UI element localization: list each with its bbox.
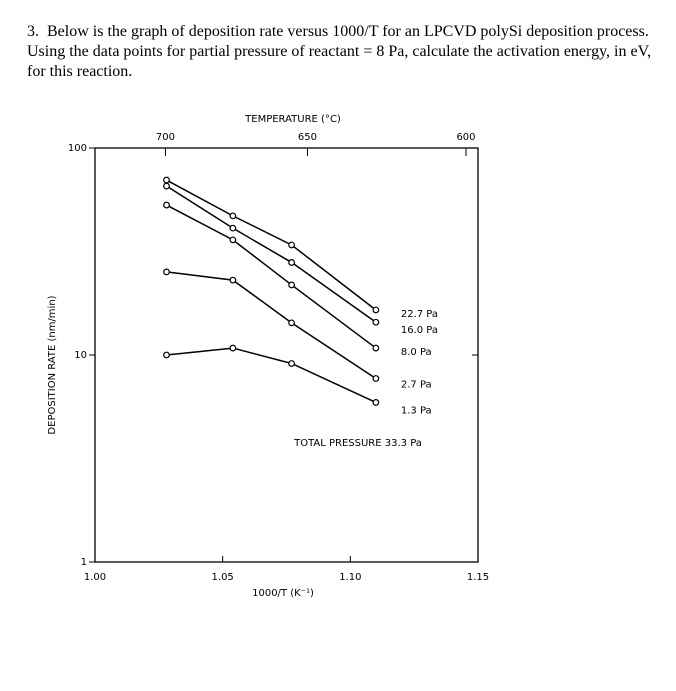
series-line bbox=[166, 185, 377, 323]
data-point bbox=[372, 318, 380, 326]
top-tick-label: 700 bbox=[156, 132, 175, 143]
annotation: TOTAL PRESSURE 33.3 Pa bbox=[293, 438, 422, 449]
top-tick-label: 650 bbox=[298, 132, 317, 143]
question: 3. Below is the graph of deposition rate… bbox=[27, 22, 667, 82]
y-tick-label: 10 bbox=[74, 350, 87, 361]
series-line bbox=[166, 179, 377, 311]
data-point bbox=[163, 176, 170, 184]
top-tick-label: 600 bbox=[456, 132, 475, 143]
y-tick-label: 1 bbox=[81, 557, 87, 568]
data-point bbox=[288, 259, 296, 266]
series-label: 1.3 Pa bbox=[401, 405, 432, 416]
top-axis-title: TEMPERATURE (°C) bbox=[244, 114, 341, 125]
series-label: 22.7 Pa bbox=[401, 309, 438, 320]
x-tick-label: 1.10 bbox=[339, 572, 361, 583]
data-point bbox=[372, 344, 380, 352]
data-point bbox=[288, 241, 296, 249]
data-point bbox=[372, 306, 380, 314]
data-point bbox=[229, 276, 237, 284]
data-point bbox=[163, 201, 170, 209]
series-label: 16.0 Pa bbox=[401, 325, 438, 336]
data-point bbox=[229, 236, 237, 244]
y-tick-label: 100 bbox=[68, 143, 87, 154]
series-label: 8.0 Pa bbox=[401, 347, 432, 358]
x-tick-label: 1.15 bbox=[467, 572, 489, 583]
series-line bbox=[166, 347, 377, 404]
series-label: 2.7 Pa bbox=[401, 379, 432, 390]
series-line bbox=[166, 204, 377, 349]
x-axis-title: 1000/T (K⁻¹) bbox=[252, 588, 314, 599]
question-text: Below is the graph of deposition rate ve… bbox=[27, 23, 652, 80]
data-point bbox=[163, 268, 170, 276]
question-number: 3. bbox=[27, 23, 39, 40]
data-point bbox=[229, 224, 237, 232]
data-point bbox=[372, 399, 380, 406]
series-line bbox=[166, 271, 377, 380]
data-point bbox=[163, 182, 170, 190]
data-point bbox=[288, 281, 296, 289]
data-point bbox=[288, 319, 296, 327]
data-point bbox=[372, 375, 380, 382]
x-tick-label: 1.00 bbox=[84, 572, 106, 583]
y-axis-title: DEPOSITION RATE (nm/min) bbox=[47, 295, 58, 434]
x-tick-label: 1.05 bbox=[212, 572, 234, 583]
data-point bbox=[288, 360, 296, 367]
data-point bbox=[229, 344, 237, 352]
data-point bbox=[163, 351, 170, 359]
data-point bbox=[229, 212, 237, 220]
